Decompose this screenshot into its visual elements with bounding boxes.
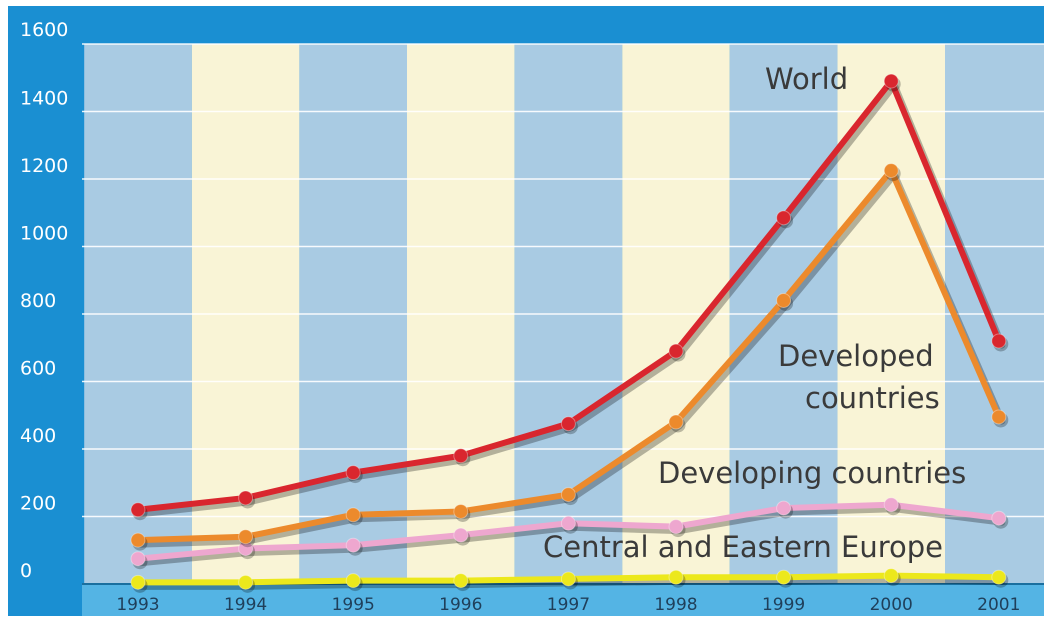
point-developing-1998 <box>668 519 684 535</box>
y-tick-label-400: 400 <box>20 425 56 447</box>
x-tick-label-1999: 1999 <box>762 595 805 615</box>
y-tick-label-200: 200 <box>20 493 56 515</box>
point-world-1998 <box>668 343 684 359</box>
x-tick-label-1994: 1994 <box>224 595 267 615</box>
label-world: World <box>765 62 848 96</box>
point-cee-1996 <box>453 573 469 589</box>
x-tick-label-1998: 1998 <box>654 595 697 615</box>
series-labels: World Developed countries Developing cou… <box>543 62 966 564</box>
x-tick-label-2000: 2000 <box>870 595 913 615</box>
point-cee-1995 <box>345 573 361 589</box>
point-world-1996 <box>453 448 469 464</box>
x-axis-ticks: 1993 1994 1995 1996 1997 1998 1999 2000 2001 <box>116 595 1020 615</box>
point-world-1997 <box>560 416 576 432</box>
point-developing-2000 <box>883 497 899 513</box>
point-world-1993 <box>130 502 146 518</box>
point-developed-1993 <box>130 532 146 548</box>
point-world-1994 <box>238 490 254 506</box>
x-tick-label-1997: 1997 <box>547 595 590 615</box>
point-world-1999 <box>776 210 792 226</box>
point-world-2001 <box>991 333 1007 349</box>
point-world-2000 <box>883 73 899 89</box>
point-developed-1999 <box>776 293 792 308</box>
y-tick-label-1400: 1400 <box>20 88 68 110</box>
point-developing-1993 <box>130 551 146 567</box>
point-developing-1999 <box>776 500 792 516</box>
point-cee-1993 <box>130 574 146 590</box>
point-developing-1997 <box>560 515 576 531</box>
point-cee-1999 <box>776 569 792 585</box>
y-tick-label-1200: 1200 <box>20 155 68 177</box>
point-developed-2000 <box>883 163 899 179</box>
point-developed-1997 <box>560 487 576 503</box>
point-cee-1994 <box>238 574 254 590</box>
point-cee-1997 <box>560 571 576 587</box>
point-developing-2001 <box>991 510 1007 526</box>
x-tick-label-1996: 1996 <box>439 595 482 615</box>
y-tick-label-1600: 1600 <box>20 19 68 41</box>
point-cee-2000 <box>883 568 899 584</box>
point-cee-1998 <box>668 569 684 585</box>
point-world-1995 <box>345 465 361 481</box>
point-developed-1995 <box>345 507 361 523</box>
y-tick-label-800: 800 <box>20 290 56 312</box>
point-developed-1994 <box>238 529 254 545</box>
y-tick-label-0: 0 <box>20 560 32 582</box>
point-developing-1996 <box>453 527 469 543</box>
x-tick-label-2001: 2001 <box>977 595 1020 615</box>
point-developed-1996 <box>453 503 469 519</box>
y-tick-label-1000: 1000 <box>20 223 68 245</box>
series-layer <box>130 73 1009 593</box>
point-developing-1995 <box>345 537 361 553</box>
point-developed-1998 <box>668 414 684 430</box>
point-developed-2001 <box>991 409 1007 425</box>
y-axis-ticks: 0 200 400 600 800 1000 1200 1400 1600 <box>20 19 68 582</box>
label-developed-line1: Developed <box>778 339 934 373</box>
label-cee: Central and Eastern Europe <box>543 530 943 564</box>
x-tick-label-1993: 1993 <box>116 595 159 615</box>
label-developed-line2: countries <box>805 381 940 415</box>
x-tick-label-1995: 1995 <box>332 595 375 615</box>
point-cee-2001 <box>991 569 1007 585</box>
y-tick-label-600: 600 <box>20 358 56 380</box>
label-developing: Developing countries <box>658 456 966 490</box>
x-axis-strip <box>82 584 1044 616</box>
